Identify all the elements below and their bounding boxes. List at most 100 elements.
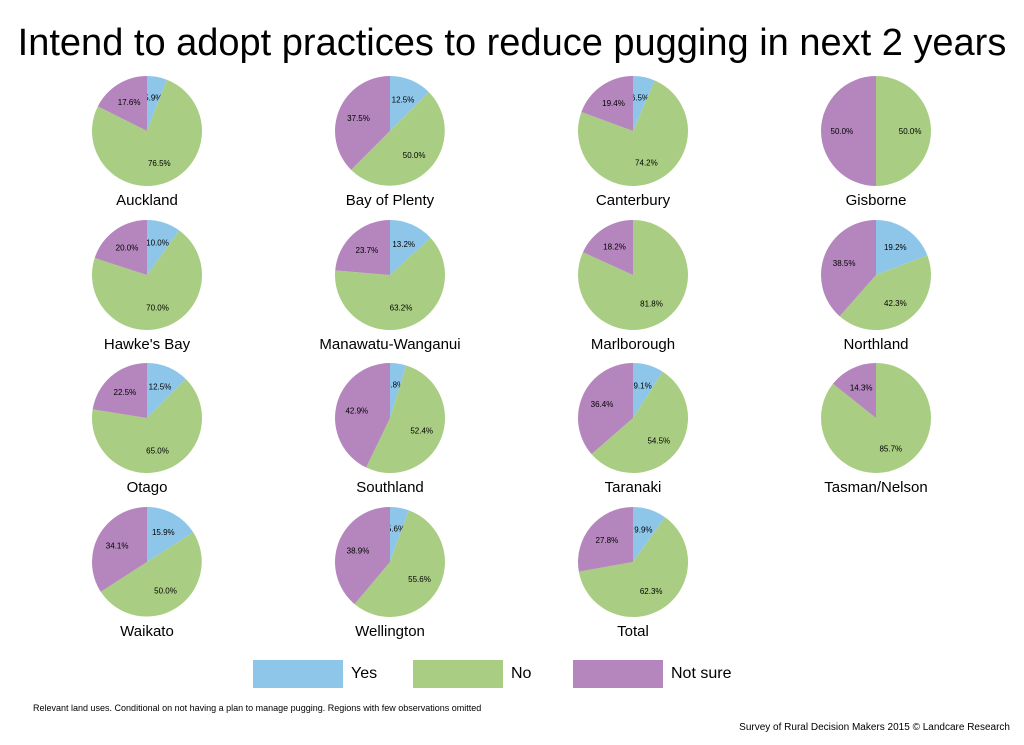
region-label: Gisborne: [846, 192, 907, 209]
slice-not-sure: [335, 219, 390, 275]
slice-yes: [390, 363, 407, 418]
slice-no: [334, 237, 445, 330]
chart-title: Intend to adopt practices to reduce pugg…: [17, 22, 1007, 64]
region-label: Southland: [356, 479, 424, 496]
slice-yes: [390, 76, 429, 131]
slice-yes: [876, 220, 928, 275]
legend-item-not-sure: Not sure: [573, 659, 731, 689]
slice-label-no: 70.0%: [146, 303, 169, 312]
slice-label-not-sure: 19.4%: [602, 99, 625, 108]
slice-label-yes: 4.8%: [386, 380, 404, 389]
region-label: Waikato: [120, 623, 174, 640]
slice-not-sure: [582, 219, 633, 275]
slice-not-sure: [97, 76, 147, 131]
slice-label-not-sure: 36.4%: [591, 400, 614, 409]
slice-label-yes: 6.5%: [631, 94, 649, 103]
slice-no: [577, 220, 688, 330]
slice-yes: [390, 506, 409, 562]
slice-not-sure: [335, 76, 390, 170]
slice-label-not-sure: 37.5%: [347, 114, 370, 123]
slice-label-not-sure: 38.9%: [347, 546, 370, 555]
slice-label-no: 50.0%: [403, 151, 426, 160]
slice-not-sure: [578, 363, 633, 455]
slice-no: [876, 76, 931, 186]
slice-not-sure: [832, 363, 876, 418]
slice-label-yes: 5.9%: [144, 94, 162, 103]
region-label: Bay of Plenty: [346, 192, 435, 209]
slice-label-no: 55.6%: [408, 575, 431, 584]
slice-label-no: 65.0%: [146, 446, 169, 455]
pie-marlborough: 81.8% 18.2% Marlborough: [577, 219, 688, 353]
slice-yes: [390, 220, 431, 275]
slice-no: [366, 365, 446, 474]
slice-no: [839, 255, 932, 331]
pie-hawke-s-bay: 10.0% 70.0% 20.0% Hawke's Bay: [91, 220, 202, 353]
region-label: Marlborough: [591, 336, 675, 353]
slice-no: [100, 532, 202, 617]
slice-no: [92, 79, 203, 187]
slice-label-no: 81.8%: [640, 300, 663, 309]
pie-otago: 12.5% 65.0% 22.5% Otago: [92, 363, 203, 496]
legend-swatch-not-sure: [573, 660, 663, 688]
region-label: Manawatu-Wanganui: [319, 336, 460, 353]
slice-not-sure: [92, 507, 147, 592]
slice-label-not-sure: 23.7%: [356, 246, 379, 255]
slice-not-sure: [94, 220, 147, 275]
pie-manawatu-wanganui: 13.2% 63.2% 23.7% Manawatu-Wanganui: [319, 219, 461, 353]
region-label: Wellington: [355, 623, 425, 640]
legend-label-not-sure: Not sure: [671, 665, 732, 682]
slice-label-yes: 13.2%: [392, 240, 415, 249]
slice-not-sure: [578, 507, 633, 572]
legend-swatch-yes: [253, 660, 343, 688]
slice-yes: [147, 507, 194, 562]
slice-label-not-sure: 17.6%: [118, 98, 141, 107]
region-label: Otago: [127, 479, 168, 496]
slice-not-sure: [334, 507, 390, 605]
region-label: Canterbury: [596, 192, 671, 209]
region-label: Hawke's Bay: [104, 336, 191, 353]
legend-swatch-no: [413, 660, 503, 688]
slice-no: [821, 363, 932, 474]
slice-label-no: 62.3%: [640, 587, 663, 596]
slice-label-no: 76.5%: [148, 159, 171, 168]
legend-label-yes: Yes: [351, 665, 378, 682]
slice-yes: [633, 363, 663, 418]
pie-gisborne: 50.0% 50.0% Gisborne: [821, 76, 931, 209]
slice-no: [91, 230, 202, 330]
slice-label-yes: 9.9%: [634, 526, 652, 535]
slice-label-not-sure: 27.8%: [596, 536, 619, 545]
slice-no: [577, 80, 688, 186]
slice-label-yes: 19.2%: [884, 243, 907, 252]
slice-not-sure: [820, 219, 876, 317]
slice-label-not-sure: 50.0%: [831, 127, 854, 136]
pie-wellington: 5.6% 55.6% 38.9% Wellington: [334, 506, 445, 640]
pie-canterbury: 6.5% 74.2% 19.4% Canterbury: [577, 76, 688, 209]
region-label: Auckland: [116, 192, 178, 209]
slice-not-sure: [821, 76, 876, 186]
slice-label-not-sure: 20.0%: [116, 243, 139, 252]
region-label: Total: [617, 623, 649, 640]
slice-yes: [147, 220, 180, 275]
slice-label-no: 50.0%: [899, 127, 922, 136]
pie-northland: 19.2% 42.3% 38.5% Northland: [820, 219, 932, 353]
slice-not-sure: [92, 363, 147, 418]
pie-auckland: 5.9% 76.5% 17.6% Auckland: [92, 76, 203, 209]
slice-not-sure: [335, 363, 390, 468]
slice-label-no: 54.5%: [647, 436, 670, 445]
slice-label-yes: 12.5%: [149, 383, 172, 392]
slice-no: [92, 379, 203, 474]
slice-yes: [633, 76, 655, 131]
pie-waikato: 15.9% 50.0% 34.1% Waikato: [92, 507, 202, 640]
slice-label-no: 74.2%: [635, 158, 658, 167]
source-credit: Survey of Rural Decision Makers 2015 © L…: [739, 722, 1010, 733]
slice-label-not-sure: 22.5%: [114, 388, 137, 397]
pie-taranaki: 9.1% 54.5% 36.4% Taranaki: [578, 363, 689, 496]
slice-label-no: 52.4%: [410, 427, 433, 436]
slice-no: [591, 371, 689, 474]
slice-yes: [147, 76, 167, 131]
pie-chart-grid: 5.9% 76.5% 17.6% Auckland 12.5% 50.0% 37.5% Bay…: [91, 76, 932, 640]
slice-no: [354, 510, 445, 617]
region-label: Tasman/Nelson: [824, 479, 927, 496]
pie-southland: 4.8% 52.4% 42.9% Southland: [335, 363, 446, 496]
region-label: Northland: [843, 336, 908, 353]
